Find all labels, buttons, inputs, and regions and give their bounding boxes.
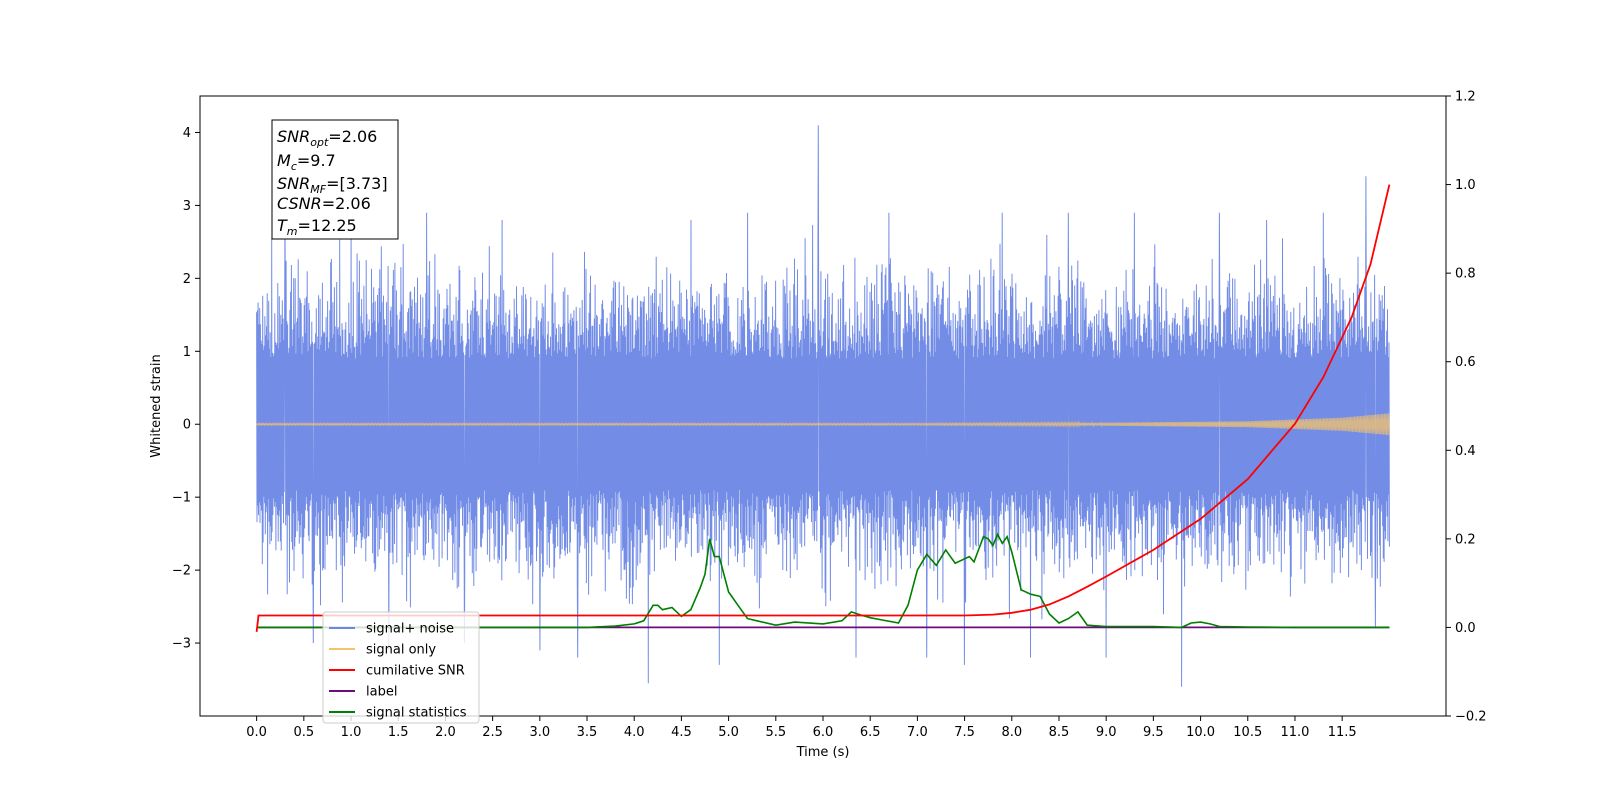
y-axis-right: −0.2 0.0 0.2 0.4 0.6 0.8 1.0 1.2	[1446, 90, 1487, 725]
annotation-box: SNRopt=2.06 Mc=9.7 SNRMF=[3.73] CSNR=2.0…	[271, 119, 399, 240]
y-left-tick-label: 4	[183, 126, 191, 141]
y-right-tick-label: 0.4	[1455, 444, 1476, 459]
legend-label: signal+ noise	[366, 622, 454, 637]
x-tick-label: 2.5	[482, 725, 503, 740]
y-right-tick-label: −0.2	[1455, 710, 1487, 725]
x-tick-label: 1.5	[388, 725, 409, 740]
y-right-tick-label: 0.0	[1455, 621, 1476, 636]
legend-frame	[322, 611, 480, 724]
annotation-line-mc: Mc=9.7	[277, 151, 336, 173]
x-tick-label: 9.0	[1096, 725, 1117, 740]
y-right-tick-label: 1.0	[1455, 178, 1476, 193]
x-axis: 0.0 0.5 1.0 1.5 2.0 2.5 3.0 3.5 4.0 4.5 5.0 5.5 6.0 6…	[246, 716, 1357, 740]
x-tick-label: 0.0	[246, 725, 267, 740]
y-left-tick-label: 2	[183, 272, 191, 287]
x-tick-label: 7.5	[954, 725, 975, 740]
x-tick-label: 5.0	[718, 725, 739, 740]
x-tick-label: 6.0	[813, 725, 834, 740]
legend-label: signal statistics	[366, 706, 467, 721]
annotation-line-tm: Tm=12.25	[277, 216, 357, 238]
x-tick-label: 11.5	[1328, 725, 1357, 740]
annotation-line-snr-mf: SNRMF=[3.73]	[277, 174, 388, 196]
annotation-line-snr-opt: SNRopt=2.06	[277, 127, 377, 149]
y-right-tick-label: 0.2	[1455, 532, 1476, 547]
legend: signal+ noise signal only cumilative SNR la…	[322, 611, 480, 724]
annotation-line-csnr: CSNR=2.06	[277, 194, 371, 213]
legend-label: signal only	[366, 643, 436, 658]
x-tick-label: 6.5	[860, 725, 881, 740]
x-tick-label: 3.0	[529, 725, 550, 740]
x-tick-label: 7.0	[907, 725, 928, 740]
y-axis-label: Whitened strain	[149, 354, 164, 457]
x-tick-label: 4.0	[624, 725, 645, 740]
x-tick-label: 8.5	[1049, 725, 1070, 740]
series-cumulative-snr	[255, 184, 1391, 633]
series-signal-statistics	[256, 532, 1390, 629]
x-tick-label: 10.5	[1233, 725, 1262, 740]
x-tick-label: 8.0	[1001, 725, 1022, 740]
annotation-frame	[271, 119, 399, 240]
x-tick-label: 0.5	[293, 725, 314, 740]
y-right-tick-label: 1.2	[1455, 90, 1476, 105]
legend-label: label	[366, 685, 397, 700]
y-left-tick-label: −3	[172, 637, 191, 652]
x-tick-label: 11.0	[1280, 725, 1309, 740]
x-tick-label: 9.5	[1143, 725, 1164, 740]
x-tick-label: 3.5	[577, 725, 598, 740]
y-left-tick-label: 3	[183, 199, 191, 214]
x-axis-label: Time (s)	[796, 745, 850, 760]
series-signal-only	[256, 413, 1390, 436]
y-left-tick-label: 1	[183, 345, 191, 360]
y-left-tick-label: −1	[172, 491, 191, 506]
y-left-tick-label: 0	[183, 418, 191, 433]
x-tick-label: 5.5	[765, 725, 786, 740]
y-left-tick-label: −2	[172, 564, 191, 579]
y-right-tick-label: 0.6	[1455, 355, 1476, 370]
x-tick-label: 1.0	[341, 725, 362, 740]
y-right-tick-label: 0.8	[1455, 267, 1476, 282]
legend-label: cumilative SNR	[366, 664, 465, 679]
x-tick-label: 4.5	[671, 725, 692, 740]
series-signal-plus-noise	[256, 125, 1390, 687]
x-tick-label: 10.0	[1186, 725, 1215, 740]
y-axis-left: −3 −2 −1 0 1 2 3 4	[172, 126, 200, 652]
x-tick-label: 2.0	[435, 725, 456, 740]
